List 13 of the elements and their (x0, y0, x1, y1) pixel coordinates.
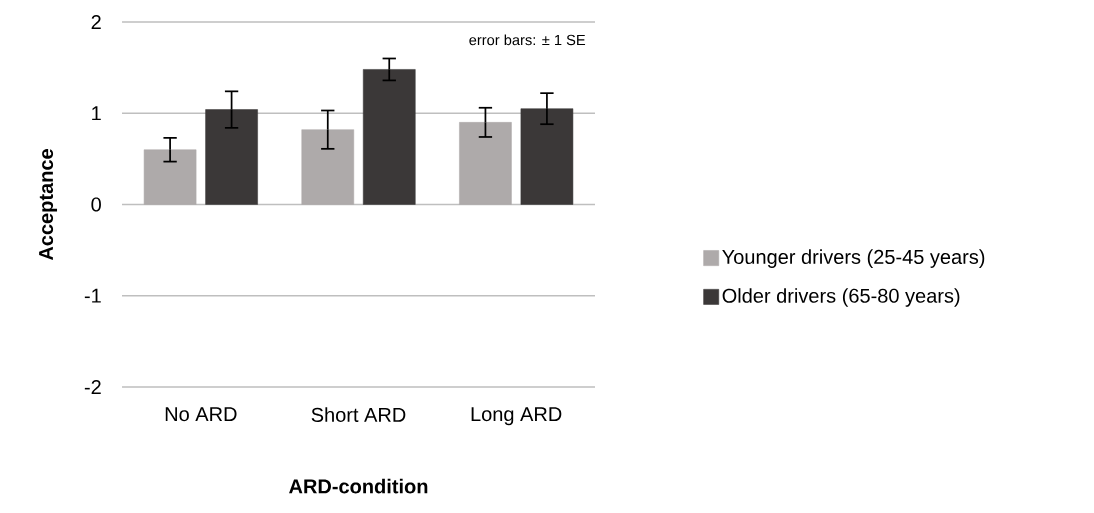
x-tick-label: No ARD (165, 407, 237, 422)
x-tick-label: Long ARD (471, 407, 562, 426)
y-tick-label: 1 (92, 106, 101, 121)
legend-label: Younger drivers (25-45 years) (722, 249, 985, 268)
legend-label: Older drivers (65-80 years) (722, 288, 960, 307)
y-tick-label: -1 (84, 288, 101, 303)
x-tick-label: Short ARD (311, 407, 406, 422)
y-tick-label: -2 (84, 380, 101, 394)
x-axis-title: ARD-condition (289, 478, 428, 494)
y-tick-label: 0 (91, 197, 101, 212)
annotation: error bars: ± 1 SE (469, 34, 586, 46)
y-axis-title: Acceptance (39, 149, 58, 261)
y-tick-label: 2 (91, 15, 101, 29)
